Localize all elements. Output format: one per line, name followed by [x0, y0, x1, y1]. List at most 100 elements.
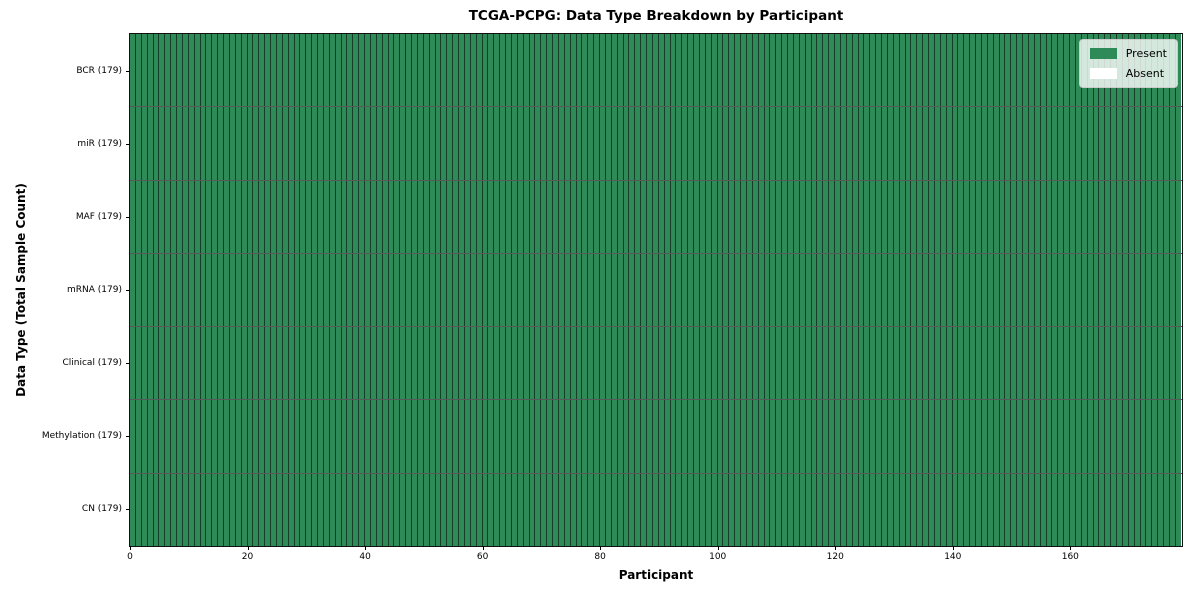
heatmap-cell	[463, 107, 470, 180]
heatmap-cell	[275, 34, 282, 107]
heatmap-cell	[1086, 473, 1093, 546]
heatmap-cell	[687, 400, 693, 473]
heatmap-cell	[187, 473, 194, 546]
heatmap-cell	[364, 253, 370, 327]
heatmap-cell	[181, 400, 188, 473]
legend-label: Present	[1125, 47, 1167, 60]
heatmap-cell	[352, 327, 359, 400]
heatmap-cell	[1033, 400, 1040, 473]
heatmap-cell	[745, 253, 752, 327]
heatmap-cell	[493, 327, 500, 400]
heatmap-cell	[587, 327, 594, 400]
heatmap-cell	[722, 473, 729, 546]
heatmap-cell	[510, 34, 517, 107]
heatmap-cell	[563, 107, 570, 180]
heatmap-cell	[1051, 107, 1058, 180]
heatmap-cell	[710, 327, 717, 400]
heatmap-cell	[130, 180, 135, 253]
y-tick-mark	[126, 70, 130, 72]
heatmap-cell	[816, 107, 823, 180]
heatmap-cell	[205, 473, 212, 546]
heatmap-cell	[393, 400, 400, 473]
heatmap-cell	[945, 107, 952, 180]
x-tick-mark	[600, 546, 602, 550]
heatmap-cell	[199, 180, 206, 253]
heatmap-cell	[910, 253, 917, 327]
heatmap-cell	[1022, 400, 1028, 473]
heatmap-cell	[951, 253, 958, 327]
heatmap-cell	[405, 107, 411, 180]
heatmap-cell	[757, 400, 764, 473]
heatmap-cell	[170, 107, 176, 180]
heatmap-cell	[270, 107, 276, 180]
y-tick-mark	[126, 216, 130, 218]
heatmap-cell	[745, 400, 752, 473]
heatmap-cell	[710, 34, 717, 107]
heatmap-cell	[575, 34, 582, 107]
heatmap-row	[130, 106, 1182, 180]
heatmap-cell	[1121, 400, 1128, 473]
heatmap-cell	[1051, 34, 1058, 107]
heatmap-cell	[898, 34, 905, 107]
heatmap-cell	[546, 180, 552, 253]
heatmap-cell	[334, 473, 341, 546]
heatmap-cell	[393, 34, 400, 107]
heatmap-cell	[475, 253, 482, 327]
heatmap-cell	[440, 400, 447, 473]
legend-swatch-absent-icon	[1089, 68, 1117, 79]
heatmap-cell	[822, 253, 829, 327]
heatmap-cell	[481, 107, 488, 180]
heatmap-cell	[1151, 473, 1158, 546]
heatmap-cell	[839, 253, 846, 327]
heatmap-cell	[951, 327, 958, 400]
heatmap-cell	[922, 327, 928, 400]
heatmap-cell	[311, 327, 317, 400]
x-tick-label: 160	[1061, 552, 1079, 562]
heatmap-cell	[816, 253, 823, 327]
heatmap-cell	[1092, 253, 1099, 327]
heatmap-cell	[992, 253, 999, 327]
heatmap-cell	[939, 34, 946, 107]
heatmap-cell	[575, 473, 582, 546]
heatmap-cell	[969, 107, 975, 180]
heatmap-cell	[869, 34, 876, 107]
heatmap-cell	[693, 180, 699, 253]
heatmap-cell	[475, 400, 482, 473]
heatmap-cell	[1163, 327, 1169, 400]
heatmap-cell	[416, 107, 423, 180]
heatmap-cell	[358, 400, 364, 473]
heatmap-cell	[704, 327, 711, 400]
heatmap-cell	[1016, 473, 1022, 546]
heatmap-cell	[1098, 107, 1105, 180]
heatmap-cell	[581, 34, 588, 107]
heatmap-cell	[140, 107, 147, 180]
heatmap-cell	[405, 400, 411, 473]
heatmap-cell	[1027, 473, 1034, 546]
heatmap-cell	[969, 473, 975, 546]
heatmap-cell	[928, 253, 934, 327]
heatmap-cell	[528, 180, 535, 253]
heatmap-cell	[287, 473, 294, 546]
heatmap-cell	[469, 107, 476, 180]
heatmap-cell	[1139, 400, 1146, 473]
heatmap-cell	[557, 253, 564, 327]
heatmap-cell	[910, 400, 917, 473]
heatmap-cell	[158, 400, 165, 473]
heatmap-cell	[957, 107, 964, 180]
heatmap-cell	[781, 180, 787, 253]
heatmap-cell	[734, 34, 740, 107]
heatmap-cell	[434, 473, 441, 546]
heatmap-cell	[957, 327, 964, 400]
heatmap-cell	[892, 180, 899, 253]
heatmap-cell	[1063, 253, 1069, 327]
heatmap-cell	[992, 400, 999, 473]
heatmap-cell	[834, 34, 840, 107]
heatmap-cell	[857, 180, 864, 253]
heatmap-cell	[892, 473, 899, 546]
heatmap-cell	[634, 180, 641, 253]
heatmap-cell	[252, 253, 259, 327]
heatmap-cell	[270, 400, 276, 473]
heatmap-cell	[1010, 400, 1017, 473]
heatmap-cell	[499, 473, 505, 546]
heatmap-cell	[646, 34, 652, 107]
